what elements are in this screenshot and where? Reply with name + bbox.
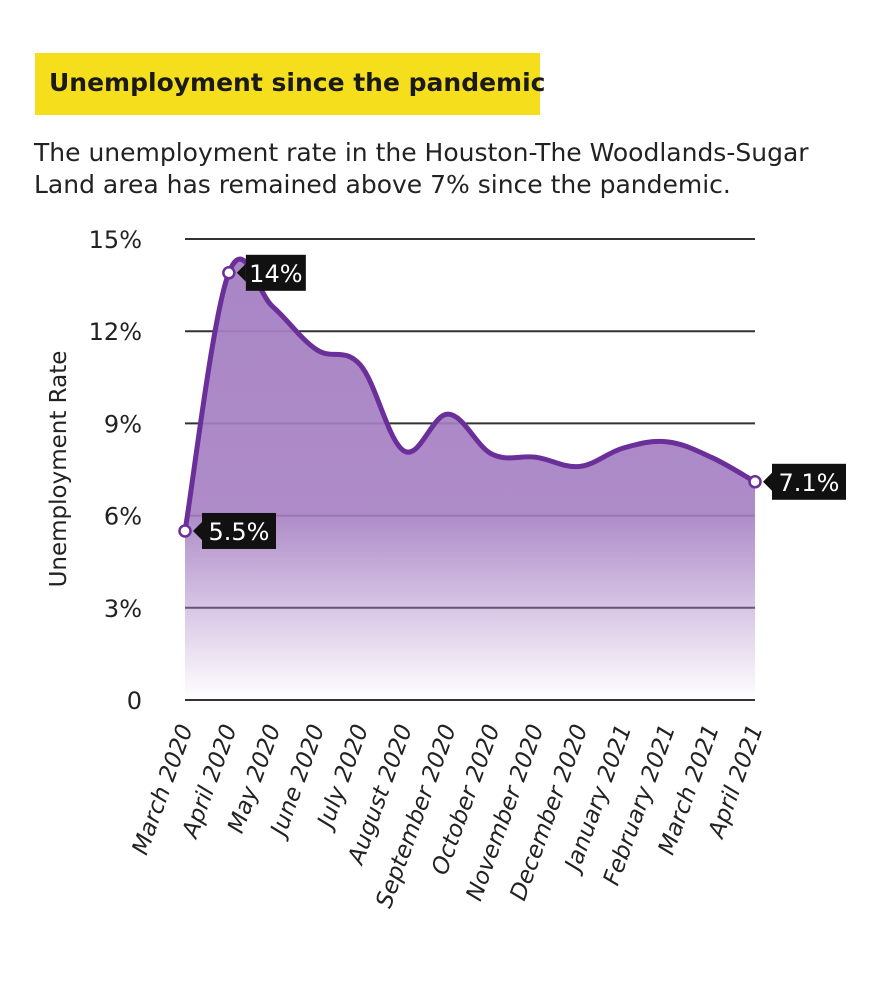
x-tick-label: March 2020 (128, 721, 199, 858)
annotation-box (202, 512, 276, 549)
chart-subtitle: The unemployment rate in the Houston-The… (34, 138, 809, 199)
data-annotations: 5.5% 14% 7.1% (178, 254, 846, 549)
y-tick-label: 3% (104, 595, 142, 623)
annotation-pointer (193, 521, 202, 540)
annotation-label: 5.5% (209, 518, 270, 546)
y-axis-ticks: 0 3% 6% 9% 12% 15% (89, 226, 142, 715)
y-tick-label: 15% (89, 226, 142, 254)
data-point-marker (222, 266, 236, 280)
title-banner: Unemployment since the pandemic (35, 53, 545, 115)
y-tick-label: 12% (89, 318, 142, 346)
y-axis-label: Unemployment Rate (46, 351, 72, 588)
annotation-label: 7.1% (779, 469, 840, 497)
annotation-box (772, 463, 846, 500)
y-tick-label: 0 (127, 687, 142, 715)
data-point-marker (748, 475, 762, 489)
area-fill (185, 259, 755, 700)
annotation-box (245, 254, 306, 291)
chart-title: Unemployment since the pandemic (49, 68, 546, 97)
annotation-pointer (763, 472, 772, 491)
y-tick-label: 6% (104, 503, 142, 531)
data-point-marker (178, 524, 192, 538)
annotation-label: 14% (249, 260, 302, 288)
y-tick-label: 9% (104, 410, 142, 438)
annotation-pointer (236, 263, 246, 282)
